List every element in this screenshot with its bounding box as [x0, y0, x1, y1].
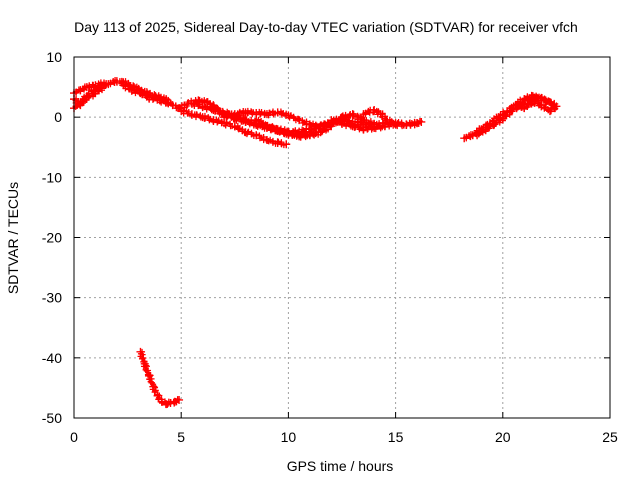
data-point: [290, 130, 297, 137]
data-point: [258, 109, 265, 116]
data-point: [417, 117, 426, 126]
data-point: [552, 106, 559, 113]
data-point: [509, 108, 516, 115]
series-arc-c: [177, 107, 291, 149]
data-point: [244, 110, 251, 117]
data-point: [92, 83, 99, 90]
data-point: [388, 118, 395, 125]
data-point: [95, 88, 102, 95]
data-point: [282, 140, 291, 149]
x-tick-label: 0: [70, 429, 78, 445]
data-point: [175, 395, 184, 404]
data-point: [552, 102, 561, 111]
data-point: [499, 116, 506, 123]
y-tick-label: -50: [42, 410, 62, 426]
y-tick-label: -20: [42, 230, 62, 246]
data-point: [260, 119, 267, 126]
data-point: [475, 131, 482, 138]
data-point: [86, 83, 93, 90]
data-point: [151, 94, 158, 101]
data-point: [548, 108, 555, 115]
series-arc-late-3: [511, 97, 561, 116]
y-tick-label: -30: [42, 290, 62, 306]
data-point: [139, 354, 146, 361]
series-arc-early-2: [70, 79, 109, 98]
data-point: [360, 127, 367, 134]
data-point: [350, 110, 357, 117]
data-point: [327, 122, 336, 131]
data-point: [502, 113, 509, 120]
data-point: [290, 113, 297, 120]
x-tick-label: 25: [602, 429, 618, 445]
series-arc-outlier: [136, 347, 184, 409]
x-tick-label: 5: [177, 429, 185, 445]
series-arc-h: [252, 116, 336, 141]
data-point: [235, 111, 242, 118]
series-arc-late-2: [473, 93, 559, 140]
data-points: [70, 76, 561, 409]
data-point: [318, 129, 325, 136]
data-point: [273, 139, 282, 148]
x-tick-label: 10: [281, 429, 297, 445]
data-point: [85, 84, 92, 91]
data-point: [147, 372, 154, 379]
data-point: [413, 119, 422, 128]
y-tick-label: 0: [54, 109, 62, 125]
data-point: [215, 117, 222, 124]
data-point: [372, 126, 379, 133]
series-arc-g: [359, 105, 422, 130]
data-point: [164, 99, 173, 108]
data-point: [97, 84, 106, 93]
data-point: [362, 111, 369, 118]
data-point: [143, 368, 150, 375]
data-point: [139, 92, 146, 99]
data-point: [230, 116, 237, 123]
x-axis-label: GPS time / hours: [287, 458, 394, 474]
y-tick-label: -40: [42, 350, 62, 366]
y-tick-label: 10: [46, 49, 62, 65]
data-point: [265, 112, 272, 119]
data-point: [463, 135, 470, 142]
y-axis-label: SDTVAR / TECUs: [5, 182, 21, 294]
axis-ticks: 0 5 10 15 20 25 10 0 -10 -20 -30 -40 -50: [42, 49, 618, 445]
chart-title: Day 113 of 2025, Sidereal Day-to-day VTE…: [74, 19, 578, 35]
x-tick-label: 20: [495, 429, 511, 445]
data-point: [363, 119, 370, 126]
data-point: [223, 114, 230, 121]
y-tick-label: -10: [42, 169, 62, 185]
data-point: [107, 81, 114, 88]
data-point: [319, 128, 326, 135]
data-point: [248, 129, 255, 136]
data-point: [152, 387, 159, 394]
series-arc-early-3: [70, 84, 106, 110]
series-arc-b: [119, 81, 173, 108]
data-point: [486, 125, 493, 132]
x-tick-label: 15: [388, 429, 404, 445]
data-point: [524, 104, 531, 111]
data-point: [245, 128, 252, 135]
